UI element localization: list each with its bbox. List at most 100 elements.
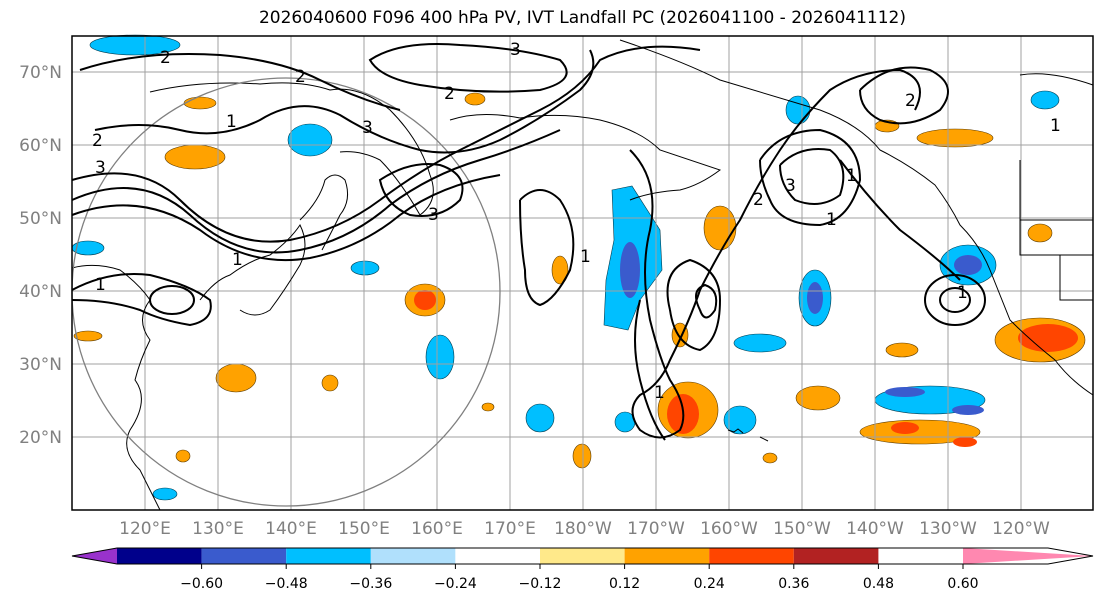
longitude-label: 120°E — [119, 519, 171, 539]
negative-anomaly-patch — [785, 95, 811, 125]
positive-anomaly-patch — [859, 419, 981, 445]
latitude-label: 20°N — [19, 428, 62, 448]
pv-contour-line — [634, 299, 666, 441]
contour-label: 3 — [510, 40, 521, 60]
positive-anomaly-patch — [885, 342, 919, 358]
colorbar-tick-label: 0.36 — [778, 576, 809, 592]
positive-anomaly-patch — [703, 205, 737, 251]
colorbar-tick-label: 0.48 — [863, 576, 894, 592]
negative-anomaly-patch — [525, 403, 555, 433]
negative-core-patch — [952, 405, 984, 415]
positive-anomaly-patch — [215, 363, 257, 393]
negative-anomaly-patch — [425, 334, 455, 380]
positive-anomaly-patch — [464, 92, 486, 106]
contour-label: 1 — [1050, 116, 1061, 136]
contour-label: 3 — [785, 176, 796, 196]
pv-contour-line — [759, 128, 862, 227]
positive-core-patch — [1018, 324, 1078, 352]
negative-anomaly-patch — [1030, 90, 1060, 110]
contour-label: 1 — [95, 275, 106, 295]
contour-label: 2 — [92, 131, 103, 151]
latitude-label: 70°N — [19, 63, 62, 83]
pv-contour-line — [839, 159, 961, 281]
longitude-label: 170°W — [627, 519, 685, 539]
longitude-label: 160°W — [700, 519, 758, 539]
contour-label: 1 — [654, 383, 665, 403]
contour-label: 1 — [580, 247, 591, 267]
colorbar-tick-label: 0.24 — [694, 576, 725, 592]
positive-anomaly-patch — [916, 128, 994, 148]
latitude-labels: 70°N 60°N 50°N 40°N 30°N 20°N — [19, 63, 62, 448]
longitude-labels: 120°E 130°E 140°E 150°E 160°E 170°E 180°… — [119, 519, 1050, 539]
positive-anomaly-patch — [481, 402, 495, 412]
contour-label: 1 — [826, 210, 837, 230]
negative-anomaly-patch — [733, 333, 787, 353]
pv-contour-line — [71, 273, 212, 327]
coastline-north-america — [619, 39, 1094, 396]
contour-label: 3 — [428, 205, 439, 225]
pv-contour-line — [71, 45, 701, 243]
pv-contour-line — [629, 68, 921, 439]
pv-contour-line — [368, 43, 568, 93]
coastlines — [71, 39, 1094, 511]
pv-contour-line — [924, 274, 987, 326]
contour-label: 3 — [362, 118, 373, 138]
colorbar-tick-label: −0.36 — [349, 576, 392, 592]
colorbar: −0.60 −0.48 −0.36 −0.24 −0.12 0.12 0.24 … — [71, 547, 1094, 592]
colorbar-segment — [370, 548, 456, 564]
pv-contour-line — [519, 189, 575, 307]
longitude-label: 120°W — [992, 519, 1050, 539]
coastline-hawaii — [727, 428, 769, 442]
positive-anomaly-patch — [572, 443, 592, 469]
contour-label: 2 — [753, 190, 764, 210]
negative-anomaly-patch — [89, 34, 181, 56]
colorbar-tick-label: −0.60 — [180, 576, 223, 592]
contour-label: 1 — [226, 112, 237, 132]
positive-anomaly-patch — [164, 144, 226, 170]
colorbar-segment — [540, 548, 625, 564]
coastline-korea-japan — [199, 224, 306, 316]
colorbar-segment — [201, 548, 287, 564]
colorbar-segment — [117, 548, 202, 564]
negative-anomaly-patch — [350, 260, 380, 276]
negative-anomaly-patch — [287, 123, 333, 157]
colorbar-segment — [624, 548, 710, 564]
pv-contours — [71, 43, 987, 441]
pv-contour-line — [79, 53, 401, 111]
longitude-label: 140°W — [846, 519, 904, 539]
positive-core-patch — [414, 290, 436, 310]
positive-anomaly-patch — [762, 452, 778, 464]
negative-core-patch — [954, 255, 982, 275]
contour-label: 1 — [232, 250, 243, 270]
negative-anomaly-patch — [723, 405, 757, 435]
positive-anomaly-patch — [551, 255, 569, 285]
contour-label: 2 — [905, 91, 916, 111]
longitude-label: 180°W — [554, 519, 612, 539]
longitude-label: 130°W — [919, 519, 977, 539]
positive-anomaly-patch — [183, 96, 217, 110]
contour-labels: 3 2 2 3 2 1 2 3 1 3 1 1 1 2 3 1 1 2 1 1 — [92, 40, 1061, 403]
pv-contour-line — [859, 66, 949, 125]
contour-label: 2 — [295, 67, 306, 87]
state-borders — [1019, 73, 1094, 301]
longitude-label: 170°E — [484, 519, 536, 539]
longitude-label: 150°E — [338, 519, 390, 539]
latitude-label: 60°N — [19, 136, 62, 156]
positive-anomaly-patch — [1027, 223, 1053, 243]
positive-anomaly-patch — [321, 374, 339, 392]
colorbar-segment — [793, 548, 879, 564]
pv-contour-line — [779, 148, 845, 205]
colorbar-min-extension — [72, 548, 117, 564]
coastline-asia — [71, 264, 161, 511]
longitude-label: 140°E — [265, 519, 317, 539]
pv-contour-line — [94, 49, 595, 154]
positive-anomaly-patch — [795, 385, 841, 411]
latitude-label: 30°N — [19, 355, 62, 375]
positive-anomaly-patch — [73, 330, 103, 342]
colorbar-tick-label: −0.24 — [434, 576, 477, 592]
latitude-label: 50°N — [19, 209, 62, 229]
anomaly-shading — [71, 34, 1086, 501]
contour-label: 1 — [846, 166, 857, 186]
latitude-label: 40°N — [19, 282, 62, 302]
